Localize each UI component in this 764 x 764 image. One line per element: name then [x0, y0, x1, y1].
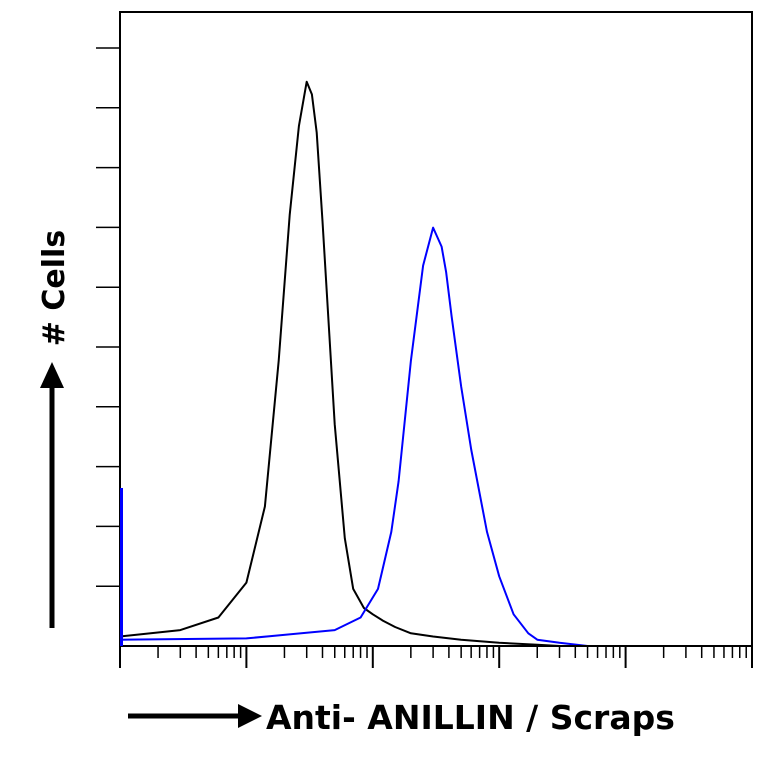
series-layer — [119, 80, 588, 647]
x-axis-ticks — [119, 646, 753, 668]
x-axis-label: Anti- ANILLIN / Scraps — [266, 698, 675, 737]
y-axis-label: # Cells — [37, 230, 72, 346]
series-line-black — [119, 80, 560, 647]
series-line-blue — [119, 226, 588, 647]
plot-frame — [119, 11, 753, 647]
y-axis-arrow-head — [40, 362, 64, 388]
y-baseline-marker — [120, 488, 123, 646]
y-axis-ticks — [96, 47, 120, 587]
x-axis-arrow-head — [238, 704, 262, 728]
